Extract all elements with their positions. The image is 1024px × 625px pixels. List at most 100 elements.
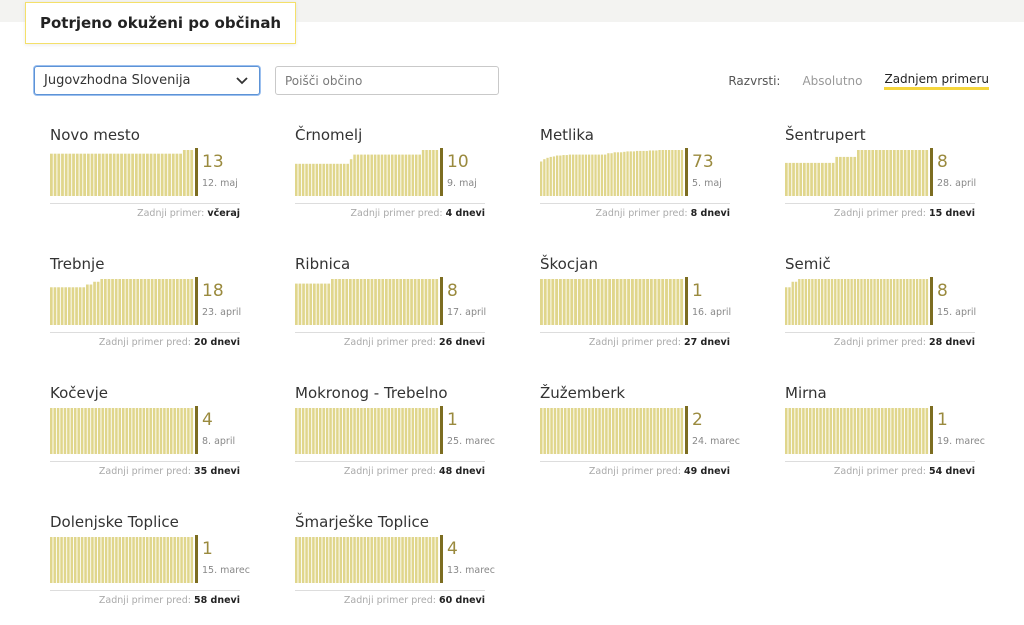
daily-bar [173, 408, 176, 454]
daily-bar [889, 279, 893, 325]
daily-bar [142, 537, 146, 583]
daily-bar [863, 408, 867, 454]
municipality-card[interactable]: Šentrupert 8 28. april Zadnji primer pred: 1… [785, 126, 977, 236]
case-count: 8 [447, 281, 458, 301]
daily-bar [875, 150, 878, 196]
region-select[interactable]: Jugovzhodna Slovenija [34, 66, 260, 95]
daily-bar [173, 537, 176, 583]
municipality-card[interactable]: Metlika 73 5. maj Zadnji primer pred: 8 dnev… [540, 126, 730, 236]
daily-bar [658, 150, 661, 196]
daily-bar [308, 537, 312, 583]
last-case-label: Zadnji primer: [137, 208, 205, 219]
daily-bar [179, 279, 183, 325]
municipality-card[interactable]: Trebnje 18 23. april Zadnji primer pred: 20 … [50, 255, 241, 365]
last-case-date: 28. april [937, 178, 977, 189]
daily-bar [828, 162, 831, 196]
daily-bar [377, 537, 380, 583]
daily-bar [341, 279, 345, 325]
daily-bar [64, 287, 68, 325]
sort-option-last-case[interactable]: Zadnjem primeru [884, 72, 989, 90]
daily-bar [168, 279, 172, 325]
daily-bar [84, 537, 87, 583]
daily-bar [373, 408, 377, 454]
daily-bar [305, 408, 308, 454]
daily-bar [912, 279, 916, 325]
daily-bar [616, 152, 620, 196]
daily-bar [401, 154, 404, 196]
case-count: 1 [447, 410, 458, 430]
daily-bar [906, 279, 909, 325]
daily-bar [584, 154, 588, 196]
daily-bar [132, 408, 135, 454]
daily-bar [112, 153, 116, 196]
daily-bar [104, 537, 108, 583]
daily-bar [589, 279, 593, 325]
municipality-card[interactable]: Mirna 1 19. marec Zadnji primer pred: 54 dne… [785, 384, 985, 494]
daily-bar [50, 153, 53, 196]
daily-bar [840, 279, 844, 325]
last-case-value: 26 dnevi [439, 337, 485, 348]
daily-bar [305, 537, 308, 583]
daily-bar [918, 408, 922, 454]
last-case-info: Zadnji primer pred: 58 dnevi [99, 595, 240, 606]
municipality-card[interactable]: Žužemberk 2 24. marec Zadnji primer pred: 49… [540, 384, 740, 494]
daily-bar [853, 156, 857, 196]
daily-bar [384, 408, 387, 454]
daily-bar [164, 153, 168, 196]
daily-bar [829, 408, 833, 454]
municipality-card[interactable]: Novo mesto 13 12. maj Zadnji primer: včeraj [50, 126, 240, 236]
daily-bar [320, 283, 323, 325]
cases-sparkline [295, 406, 485, 462]
municipality-card[interactable]: Šmarješke Toplice 4 13. marec Zadnji primer… [295, 513, 495, 623]
municipality-name: Šentrupert [785, 126, 866, 144]
daily-bar [540, 279, 543, 325]
last-case-label: Zadnji primer pred: [833, 208, 927, 219]
daily-bar [363, 537, 367, 583]
last-case-marker [195, 148, 198, 196]
daily-bar [397, 537, 401, 583]
daily-bar [785, 162, 788, 196]
last-case-marker [685, 148, 688, 196]
daily-bar [322, 163, 325, 196]
daily-bar [391, 154, 394, 196]
daily-bar [329, 163, 332, 196]
daily-bar [794, 281, 798, 325]
daily-bar [356, 408, 360, 454]
daily-bar [408, 537, 411, 583]
daily-bar [551, 279, 555, 325]
daily-bar [79, 153, 83, 196]
daily-bar [636, 408, 639, 454]
daily-bar [391, 408, 394, 454]
daily-bar [817, 279, 821, 325]
last-case-value: 49 dnevi [684, 466, 730, 477]
sparkline-svg [295, 535, 443, 583]
municipality-card[interactable]: Mokronog - Trebelno 1 25. marec Zadnji prim… [295, 384, 495, 494]
municipality-name: Mokronog - Trebelno [295, 384, 448, 402]
last-case-marker [195, 277, 198, 325]
daily-bar [879, 279, 883, 325]
daily-bar [804, 279, 808, 325]
municipality-card[interactable]: Črnomelj 10 9. maj Zadnji primer pred: 4 dne… [295, 126, 485, 236]
municipality-card[interactable]: Škocjan 1 16. april Zadnji primer pred: 27 d… [540, 255, 731, 365]
daily-bar [911, 408, 915, 454]
daily-bar [677, 408, 680, 454]
municipality-card[interactable]: Semič 8 15. april Zadnji primer pred: 28 dne… [785, 255, 976, 365]
municipality-card[interactable]: Dolenjske Toplice 1 15. marec Zadnji primer… [50, 513, 250, 623]
municipality-search-input[interactable] [275, 66, 499, 95]
daily-bar [674, 150, 677, 196]
municipality-card[interactable]: Ribnica 8 17. april Zadnji primer pred: 26 d… [295, 255, 486, 365]
daily-bar [805, 408, 809, 454]
daily-bar [601, 408, 605, 454]
daily-bar [359, 279, 363, 325]
daily-bar [605, 408, 608, 454]
municipality-card[interactable]: Kočevje 4 8. april Zadnji primer pred: 35 dn… [50, 384, 240, 494]
daily-bar [415, 537, 418, 583]
last-case-label: Zadnji primer pred: [588, 466, 682, 477]
last-case-label: Zadnji primer pred: [343, 337, 437, 348]
daily-bar [598, 408, 601, 454]
last-case-info: Zadnji primer pred: 15 dnevi [834, 208, 975, 219]
daily-bar [353, 154, 356, 196]
case-count: 4 [202, 410, 213, 430]
sort-option-absolute[interactable]: Absolutno [802, 74, 863, 88]
daily-bar [827, 279, 830, 325]
